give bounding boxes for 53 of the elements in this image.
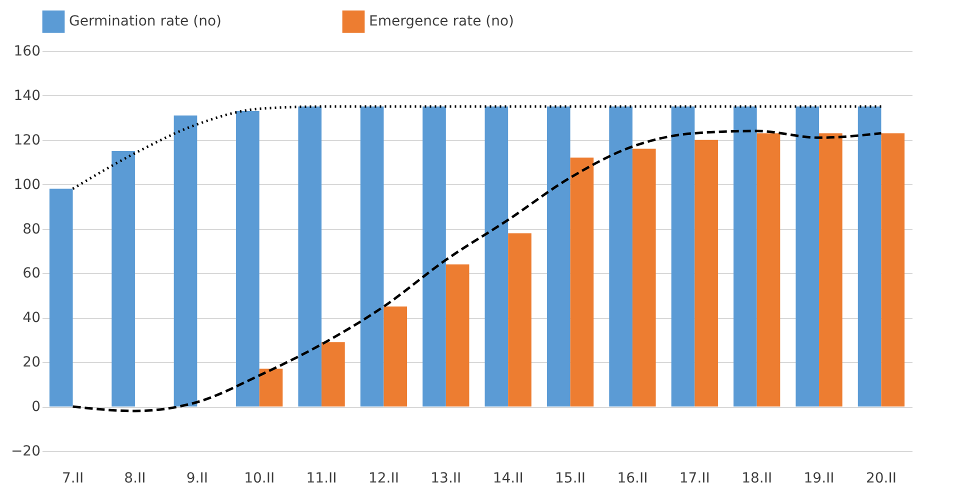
bar [858, 106, 882, 407]
bar [734, 106, 757, 407]
y-tick-label: 80 [22, 221, 40, 238]
bar [384, 306, 408, 407]
y-tick-label: 160 [14, 44, 40, 60]
bar [174, 115, 198, 407]
bar [632, 148, 656, 407]
x-tick-label: 11.II [306, 470, 337, 486]
bar [609, 106, 632, 407]
bar [484, 106, 508, 407]
x-tick-label: 7.II [62, 470, 84, 486]
line-series [72, 130, 882, 412]
x-tick-label: 12.II [368, 470, 399, 486]
bar [570, 158, 594, 407]
legend-label: Germination rate (no) [69, 14, 222, 30]
bar [446, 264, 470, 407]
x-tick-label: 18.II [742, 470, 772, 486]
bar [259, 368, 283, 407]
y-tick-label: 120 [14, 132, 40, 148]
y-tick-label: 40 [22, 310, 40, 326]
y-tick-label: 0 [32, 399, 40, 416]
x-tick-label: 15.II [555, 470, 586, 486]
x-tick-label: 16.II [617, 470, 648, 486]
bar [756, 133, 780, 407]
bar [322, 342, 345, 407]
bar [508, 233, 532, 407]
y-tick-label: 60 [22, 266, 40, 282]
bar [49, 188, 73, 407]
y-tick-label: 20 [22, 354, 40, 371]
x-tick-label: 13.II [430, 470, 462, 486]
bar [236, 111, 260, 407]
bar [796, 106, 820, 407]
bar [671, 106, 695, 407]
legend-label: Emergence rate (no) [369, 14, 514, 30]
bar [881, 133, 905, 407]
y-tick-label: −20 [10, 444, 40, 460]
line-series [72, 105, 882, 190]
x-tick-label: 8.II [124, 470, 146, 486]
y-tick-label: 100 [14, 176, 40, 193]
x-tick-label: 14.II [492, 470, 524, 486]
bar [298, 106, 322, 407]
y-tick-label: 140 [14, 88, 40, 104]
bar [546, 106, 570, 407]
x-tick-label: 9.II [186, 470, 208, 486]
bar [422, 106, 446, 407]
bar [360, 106, 384, 407]
x-tick-label: 17.II [679, 470, 710, 486]
bar [694, 140, 718, 407]
x-tick-label: 19.II [804, 470, 834, 486]
x-tick-label: 20.II [866, 470, 896, 486]
bar [819, 133, 842, 407]
bar [112, 151, 135, 407]
x-tick-label: 10.II [244, 470, 275, 486]
